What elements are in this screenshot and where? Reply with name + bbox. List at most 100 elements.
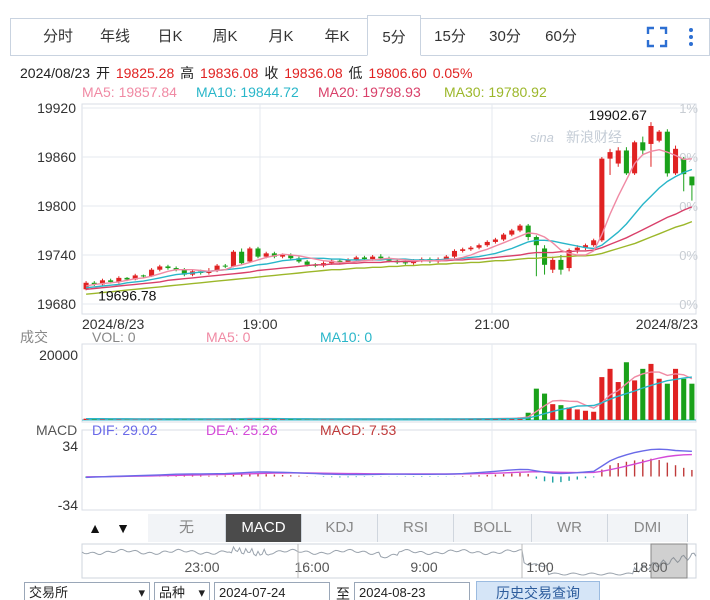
ma20-legend: MA20: 19798.93 [318,84,421,100]
tab-nianxian[interactable]: 年线 [99,28,130,45]
price-right-tick: 0% [679,248,698,263]
candle-body [640,142,646,151]
fullscreen-icon[interactable] [643,23,671,51]
price-right-tick: 1% [679,101,698,116]
indicator-bar: 无 MACD KDJ RSI BOLL WR DMI [80,514,688,542]
candle-body [337,260,343,263]
dif-line [86,448,692,479]
candle-body [443,256,449,260]
exchange-select[interactable]: 交易所 ▾ [24,582,150,600]
x-tick-label: 19:00 [242,316,277,332]
overview-tick: 23:00 [184,559,219,575]
volume-bar [615,382,621,420]
x-tick-label: 21:00 [474,316,509,332]
price-y-tick: 19920 [37,100,76,116]
volume-panel-frame [81,343,697,423]
macd-y-tick: -34 [58,497,78,513]
tab-month-k[interactable]: 月K [268,28,294,45]
candle-body [181,269,187,275]
nav-down-button[interactable]: ▼ [116,520,130,536]
tab-year-k[interactable]: 年K [324,28,350,45]
indicator-kdj[interactable]: KDJ [302,514,378,542]
volume-bar [672,368,679,420]
variety-select[interactable]: 品种 ▾ [154,582,210,600]
price-y-tick: 19680 [37,296,76,312]
nav-up-button[interactable]: ▲ [88,520,102,536]
price-y-tick: 19860 [37,149,76,165]
indicator-none[interactable]: 无 [148,514,226,542]
tab-15min[interactable]: 15分 [434,28,466,45]
volume-bar [533,388,539,420]
volume-title: 成交 [20,329,48,345]
candle-body [599,158,605,241]
candle-body [681,158,687,175]
volume-bar [591,411,597,420]
overview-tick: 9:00 [410,559,437,575]
ma10-legend: MA10: 19844.72 [196,84,299,100]
end-date-input[interactable]: 2024-08-23 [354,582,470,600]
candle-body [280,255,286,257]
candle-body [517,225,523,231]
indicator-rsi[interactable]: RSI [378,514,454,542]
ma30-legend: MA30: 19780.92 [444,84,547,100]
indicator-macd[interactable]: MACD [226,514,302,542]
candle-body [591,240,597,246]
overview-line [81,545,697,576]
candle-body [378,256,384,259]
volume-bar [99,419,106,421]
tab-week-k[interactable]: 周K [212,28,238,45]
vol-ma5-legend: MA5: 0 [206,329,251,345]
candle-body [656,131,662,141]
candle-body [230,251,236,267]
candle-body [607,152,613,159]
candle-body [632,142,638,174]
candle-body [550,259,556,270]
candle-body [468,247,474,250]
volume-bar [599,377,605,420]
tab-day-k[interactable]: 日K [157,28,183,45]
candle-body [533,237,539,246]
overview-tick: 18:00 [632,559,667,575]
start-date-input[interactable]: 2024-07-24 [214,582,330,600]
candle-body [116,277,122,282]
candle-body [132,275,138,280]
candle-body [108,280,114,282]
candle-body [672,148,679,174]
candle-body [296,258,302,262]
info-date: 2024/08/23 [20,65,91,81]
tab-fenshi[interactable]: 分时 [42,28,73,45]
volume-bar [542,393,548,420]
indicator-dmi[interactable]: DMI [608,514,688,542]
tab-60min[interactable]: 60分 [545,28,577,45]
volume-bar [664,383,670,420]
volume-bar [648,363,654,420]
min-price-label: 19696.78 [98,287,157,303]
volume-bar [632,380,638,420]
candle-body [255,248,261,257]
ohlc-info: 2024/08/23 开 19825.28 高 19836.08 收 19836… [20,63,474,83]
vol-ma10-legend: MA10: 0 [320,329,372,345]
tab-5min[interactable]: 5分 [367,15,421,56]
ma5-line [85,148,692,287]
candle-body [83,282,89,290]
indicator-boll[interactable]: BOLL [454,514,532,542]
candle-body [304,261,310,265]
volume-bar [280,419,286,421]
x-tick-label: 2024/8/23 [636,316,698,332]
volume-bar [681,378,687,420]
history-query-button[interactable]: 历史交易查询 [476,581,600,600]
volume-bar [83,418,89,420]
candle-body [566,250,572,269]
overview-tick: 1:00 [526,559,553,575]
open-label: 开 [95,65,110,81]
more-vertical-icon[interactable] [679,23,707,51]
change-value: 0.05% [432,65,473,81]
overview-window-handle [650,543,688,579]
max-price-label: 19902.67 [589,107,648,123]
indicator-wr[interactable]: WR [532,514,608,542]
open-value: 19825.28 [115,65,175,81]
period-tab-bar: 分时 年线 日K 周K 月K 年K 5分 15分 30分 60分 [10,15,710,56]
tab-30min[interactable]: 30分 [489,28,521,45]
